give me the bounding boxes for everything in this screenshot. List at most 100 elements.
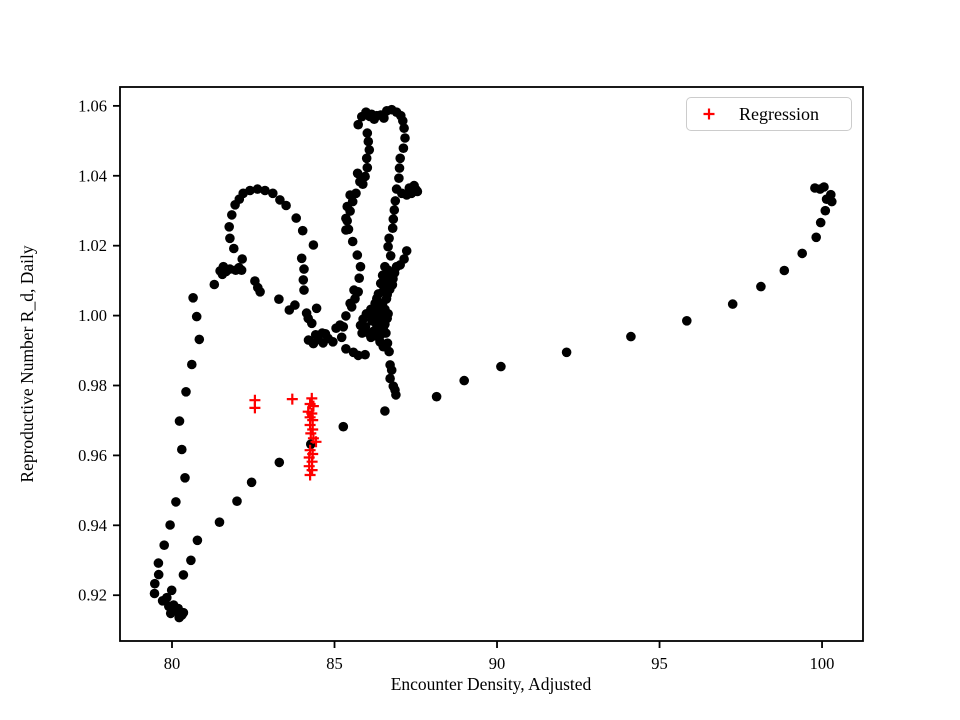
x-tick-label: 100	[810, 654, 835, 673]
x-tick-label: 95	[651, 654, 668, 673]
data-point	[351, 188, 361, 199]
y-tick-label: 1.00	[78, 306, 107, 325]
data-point	[386, 365, 397, 375]
data-point	[178, 607, 189, 618]
data-point	[166, 585, 177, 596]
data-point	[296, 253, 307, 264]
y-axis-label: Reproductive Number R_d, Daily	[17, 245, 37, 482]
data-point	[162, 592, 172, 603]
y-tick-label: 1.06	[78, 96, 107, 115]
data-point	[347, 236, 358, 247]
y-tick-label: 1.02	[78, 236, 107, 255]
data-point-plus	[306, 392, 318, 404]
data-point	[400, 133, 410, 143]
data-point	[227, 210, 237, 220]
data-point	[352, 168, 363, 179]
data-point	[380, 261, 390, 272]
data-point	[187, 359, 197, 370]
data-point	[383, 309, 393, 319]
data-point	[459, 375, 470, 386]
data-point	[252, 184, 263, 194]
data-point	[260, 185, 270, 196]
data-point	[815, 217, 826, 228]
y-tick-label: 1.04	[78, 166, 107, 185]
data-point	[385, 373, 395, 384]
data-point-plus	[307, 400, 319, 412]
data-point	[431, 391, 442, 402]
data-point	[404, 183, 415, 193]
data-point	[307, 318, 317, 329]
data-point	[311, 303, 322, 314]
data-point	[358, 179, 368, 189]
data-point	[229, 243, 239, 254]
data-point	[354, 273, 365, 284]
data-point-plus	[249, 402, 261, 414]
data-point	[214, 517, 225, 527]
data-point	[236, 265, 247, 276]
data-point	[217, 269, 228, 280]
data-point	[388, 214, 399, 224]
data-point	[362, 162, 373, 173]
data-point	[819, 182, 829, 192]
data-point	[209, 279, 220, 290]
data-point	[181, 387, 191, 397]
data-point	[308, 240, 319, 250]
data-point	[274, 294, 284, 305]
data-point	[345, 298, 355, 309]
data-point	[391, 390, 401, 400]
data-point	[561, 347, 572, 358]
data-point	[310, 330, 321, 340]
y-tick-label: 0.96	[78, 446, 107, 465]
data-point	[626, 331, 636, 342]
data-point	[384, 233, 394, 244]
data-point	[192, 535, 203, 546]
data-point	[194, 334, 205, 345]
data-point	[379, 113, 389, 123]
data-point	[224, 222, 234, 232]
data-point	[171, 497, 181, 507]
data-point	[178, 570, 189, 580]
data-point	[797, 248, 807, 259]
data-point	[164, 601, 174, 612]
data-point	[281, 200, 291, 211]
data-point	[299, 285, 309, 295]
x-tick-label: 80	[164, 654, 181, 673]
data-point	[180, 473, 190, 483]
data-point	[727, 299, 738, 309]
data-point	[268, 188, 278, 199]
data-point	[225, 233, 235, 244]
data-point	[345, 206, 355, 216]
data-point	[245, 185, 255, 196]
data-point	[165, 520, 175, 530]
data-point	[381, 328, 391, 338]
data-point	[188, 293, 198, 303]
data-point	[331, 323, 341, 334]
data-point	[275, 195, 285, 205]
x-tick-label: 85	[326, 654, 343, 673]
data-point	[338, 421, 349, 432]
data-point-plus	[306, 464, 318, 476]
data-point	[390, 196, 401, 206]
legend: Regression	[686, 97, 852, 131]
y-tick-label: 0.94	[78, 516, 107, 535]
data-point	[299, 264, 309, 274]
data-point	[362, 128, 373, 138]
data-point	[232, 496, 242, 507]
x-axis-label: Encounter Density, Adjusted	[391, 674, 592, 694]
data-point	[159, 540, 169, 550]
data-point	[369, 114, 380, 124]
scatter-points-layer	[149, 104, 837, 623]
data-point-plus	[286, 393, 298, 405]
data-point	[399, 254, 409, 264]
data-point	[364, 145, 375, 155]
data-point	[394, 163, 405, 173]
data-point	[328, 337, 338, 347]
data-point	[320, 329, 331, 339]
data-point	[284, 305, 295, 315]
data-point	[297, 225, 308, 236]
data-point	[352, 250, 363, 260]
data-point	[342, 216, 353, 226]
data-point	[246, 477, 257, 488]
data-point	[811, 232, 821, 243]
